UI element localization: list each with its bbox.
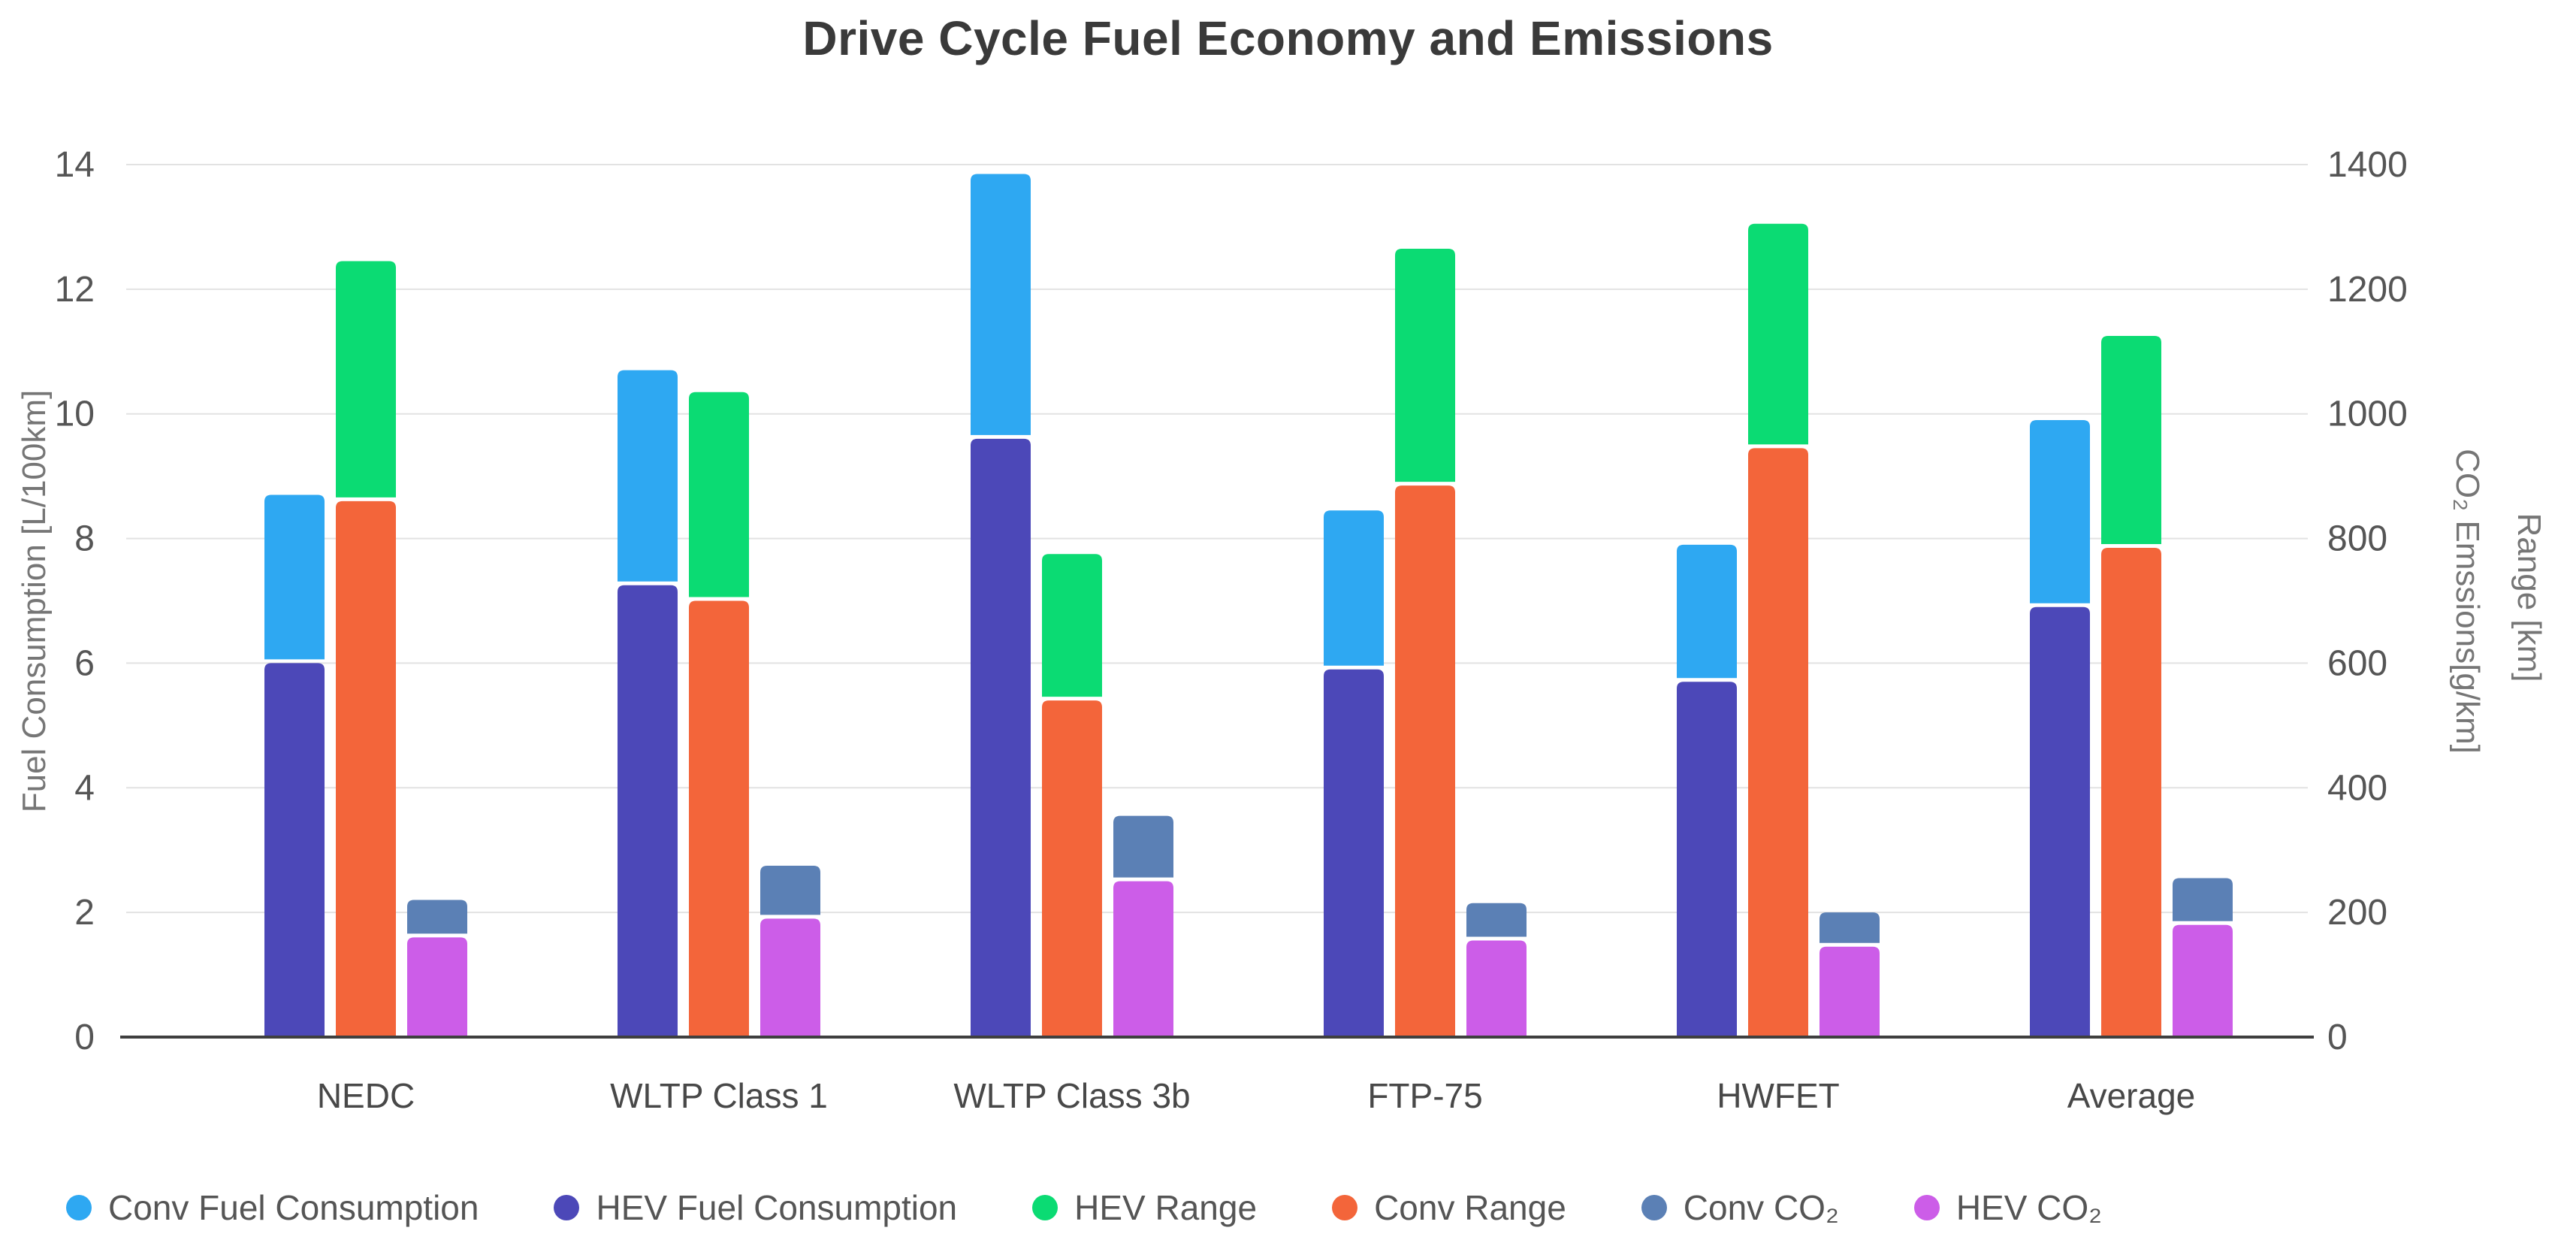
bar-segment (2030, 606, 2090, 1037)
category-label: HWFET (1717, 1076, 1840, 1115)
right-axis-title-range: Range [km] (2511, 513, 2547, 682)
left-tick-label: 4 (74, 768, 95, 808)
left-tick-label: 6 (74, 643, 95, 683)
bar-segment (1466, 903, 1527, 937)
bar-segment (1466, 940, 1527, 1037)
left-tick-label: 8 (74, 519, 95, 559)
legend-item: HEV CO₂ (1913, 1187, 2103, 1228)
legend-item: HEV Range (1032, 1187, 1257, 1228)
bar-segment (618, 585, 678, 1037)
bar-segment (689, 392, 749, 597)
category-label: FTP-75 (1367, 1076, 1482, 1115)
bar-segment (1677, 544, 1737, 679)
left-axis-title: Fuel Consumption [L/100km] (16, 389, 53, 813)
legend-swatch-hev-co2 (1913, 1195, 1940, 1220)
legend-swatch-hev-range (1032, 1195, 1058, 1220)
bar-segment (1820, 946, 1880, 1037)
right-tick-label: 0 (2327, 1018, 2348, 1057)
legend-swatch-conv-co2 (1641, 1195, 1667, 1220)
bar-segment (1677, 682, 1737, 1037)
left-tick-label: 14 (55, 145, 95, 185)
bar-segment (336, 500, 396, 1037)
bar-segment (336, 261, 396, 497)
bar-segment (689, 600, 749, 1037)
left-tick-label: 12 (55, 270, 95, 310)
bar-segment (2101, 548, 2161, 1037)
legend-label: Conv Fuel Consumption (108, 1188, 479, 1227)
right-tick-label: 600 (2327, 643, 2387, 683)
bar-segment (1395, 248, 1455, 482)
bar-segment (2173, 878, 2233, 921)
bar-segment (618, 370, 678, 582)
right-tick-label: 400 (2327, 768, 2387, 808)
bar-segment (1113, 881, 1173, 1037)
left-tick-label: 2 (74, 893, 95, 933)
legend: Conv Fuel Consumption HEV Fuel Consumpti… (66, 1187, 2102, 1228)
legend-swatch-conv-range (1332, 1195, 1358, 1220)
bar-segment (264, 494, 325, 660)
bar-segment (1820, 912, 1880, 943)
right-tick-label: 1000 (2327, 395, 2408, 434)
legend-item: Conv Range (1332, 1187, 1566, 1228)
category-label: WLTP Class 3b (953, 1076, 1190, 1115)
legend-item: HEV Fuel Consumption (554, 1187, 957, 1228)
legend-item: Conv Fuel Consumption (66, 1187, 479, 1228)
right-tick-label: 1200 (2327, 270, 2408, 310)
bar-segment (264, 663, 325, 1037)
chart-title: Drive Cycle Fuel Economy and Emissions (802, 11, 1774, 65)
bar-segment (2101, 336, 2161, 545)
right-tick-label: 800 (2327, 519, 2387, 559)
bar-segment (1042, 700, 1102, 1037)
legend-swatch-conv-fuel-consumption (66, 1195, 92, 1220)
right-axis-title-co2: CO₂ Emssions[g/km] (2449, 449, 2486, 754)
category-label: WLTP Class 1 (610, 1076, 828, 1115)
legend-label: HEV CO₂ (1955, 1188, 2103, 1227)
legend-swatch-hev-fuel-consumption (554, 1195, 580, 1220)
left-tick-label: 10 (55, 395, 95, 434)
bar-segment (2173, 924, 2233, 1037)
right-tick-label: 1400 (2327, 145, 2408, 185)
bar-segment (1395, 485, 1455, 1037)
legend-label: HEV Range (1074, 1188, 1258, 1227)
bar-segment (1042, 554, 1102, 697)
bar-segment (407, 900, 467, 934)
bar-segment (971, 174, 1031, 435)
bar-segment (760, 865, 820, 915)
category-label: NEDC (317, 1076, 415, 1115)
bar-segment (1748, 223, 1808, 445)
bar-segment (760, 918, 820, 1037)
bar-segment (2030, 420, 2090, 603)
bar-segment (971, 438, 1031, 1037)
right-tick-label: 200 (2327, 893, 2387, 933)
legend-label: Conv CO₂ (1683, 1188, 1839, 1227)
legend-item: Conv CO₂ (1641, 1187, 1839, 1228)
bar-segment (1324, 510, 1384, 666)
bar-segment (1748, 448, 1808, 1037)
left-tick-label: 0 (74, 1018, 95, 1057)
legend-label: HEV Fuel Consumption (596, 1188, 958, 1227)
bar-segment (1113, 815, 1173, 878)
legend-label: Conv Range (1374, 1188, 1566, 1227)
bar-segment (407, 937, 467, 1037)
bar-segment (1324, 669, 1384, 1037)
category-label: Average (2067, 1076, 2196, 1115)
